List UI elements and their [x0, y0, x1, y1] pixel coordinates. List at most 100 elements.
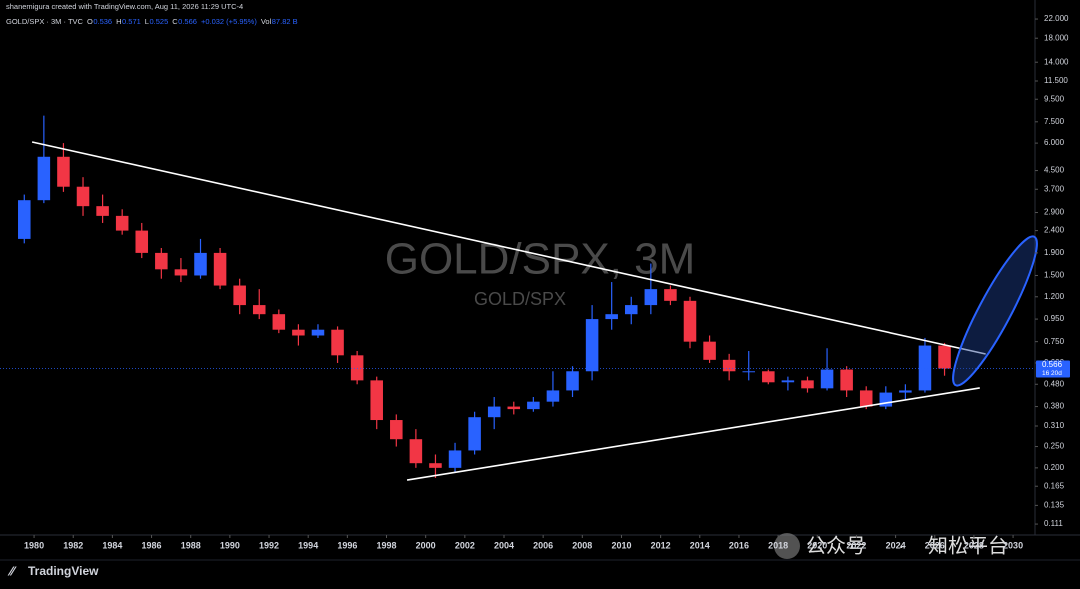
y-tick-label: 1.900 [1044, 248, 1065, 257]
candle-body [194, 252, 207, 276]
candle-body [233, 285, 246, 306]
last-price-label: 0.566 [1042, 360, 1063, 369]
candle-body [507, 406, 521, 410]
overlay-icon [774, 533, 800, 559]
candle-body [840, 369, 853, 391]
y-tick-label: 4.500 [1044, 166, 1065, 175]
y-tick-label: 9.500 [1044, 94, 1065, 103]
x-tick-label: 2020 [807, 540, 827, 550]
brand[interactable]: TradingView [28, 564, 99, 578]
x-tick-label: 1998 [376, 540, 396, 550]
legend-item: 0.566 [178, 17, 197, 26]
y-tick-label: 0.950 [1044, 314, 1065, 323]
candle-body [468, 417, 481, 451]
candle-body [546, 390, 560, 402]
y-tick-label: 2.900 [1044, 208, 1065, 217]
candle-body [331, 329, 344, 356]
candle-body [409, 439, 423, 464]
plot [0, 115, 1035, 481]
y-tick-label: 0.165 [1044, 481, 1065, 490]
highlight-ellipse [952, 235, 1038, 387]
overlay-text: 公众号 [806, 534, 866, 557]
x-tick-label: 2006 [533, 540, 553, 550]
x-tick-label: 1984 [102, 540, 122, 550]
x-tick-label: 2002 [455, 540, 475, 550]
y-tick-label: 0.310 [1044, 421, 1065, 430]
y-tick-label: 0.480 [1044, 379, 1065, 388]
candle-body [742, 371, 756, 373]
candle-body [135, 230, 149, 253]
y-tick-label: 18.000 [1044, 33, 1069, 42]
candle-body [487, 406, 501, 418]
candle-body [115, 215, 129, 231]
candle-body [272, 314, 286, 330]
candle-body [18, 200, 31, 239]
legend-item: +0.032 (+5.95%) [201, 17, 257, 26]
legend-item: 87.82 B [272, 17, 298, 26]
candle-body [57, 156, 70, 187]
countdown-label: 16 20d [1042, 370, 1062, 377]
legend-item: O [87, 17, 93, 26]
x-tick-label: 2026 [925, 540, 945, 550]
candle-body [350, 355, 364, 381]
candle-body [174, 269, 188, 276]
y-tick-label: 0.750 [1044, 337, 1065, 346]
legend-item: 0.525 [149, 17, 168, 26]
candle-body [76, 186, 90, 207]
candle-body [429, 463, 442, 468]
x-tick-label: 1996 [337, 540, 357, 550]
overlay-text: · [898, 535, 905, 557]
trendline [31, 141, 986, 355]
candle-body [311, 329, 325, 336]
y-tick-label: 6.000 [1044, 138, 1065, 147]
candle-body [899, 390, 912, 393]
candle-body [664, 289, 677, 301]
legend-item: H [116, 17, 121, 26]
candle-body [527, 401, 540, 410]
y-tick-label: 0.200 [1044, 463, 1065, 472]
y-tick-label: 0.250 [1044, 442, 1065, 451]
candle-body [781, 380, 795, 383]
logo-mark: ⁄∕ [7, 563, 17, 578]
candle-body [801, 380, 814, 389]
y-tick-label: 2.400 [1044, 226, 1065, 235]
candle-body [605, 314, 618, 320]
x-tick-label: 1986 [142, 540, 162, 550]
x-tick-label: 2012 [651, 540, 671, 550]
y-tick-label: 0.380 [1044, 402, 1065, 411]
watermark-sub: GOLD/SPX [474, 289, 566, 309]
candle-body [390, 420, 403, 440]
legend-item: Vol [261, 17, 272, 26]
x-tick-label: 1980 [24, 540, 44, 550]
legend: GOLD/SPX · 3M · TVC O 0.536 H 0.571 L 0.525 C 0.… [6, 17, 298, 26]
x-tick-label: 1988 [181, 540, 201, 550]
candle-body [762, 371, 775, 383]
legend-item: 0.536 [93, 17, 112, 26]
y-tick-label: 11.500 [1044, 76, 1068, 85]
candle-body [213, 252, 227, 286]
candle-body [938, 345, 951, 369]
candle-body [448, 450, 462, 468]
x-tick-label: 2008 [572, 540, 592, 550]
candle-body [566, 371, 579, 391]
x-tick-label: 2010 [611, 540, 631, 550]
y-tick-label: 3.700 [1044, 184, 1065, 193]
candle-body [292, 329, 305, 336]
x-tick-label: 2016 [729, 540, 749, 550]
x-tick-label: 1994 [298, 540, 318, 550]
trendline [406, 387, 980, 481]
y-tick-label: 0.135 [1044, 500, 1065, 509]
candle-body [918, 345, 932, 391]
x-tick-label: 1990 [220, 540, 240, 550]
y-tick-label: 1.200 [1044, 292, 1065, 301]
candle-body [703, 341, 716, 360]
y-tick-label: 1.500 [1044, 271, 1065, 280]
x-tick-label: 1982 [63, 540, 83, 550]
x-tick-label: 2004 [494, 540, 514, 550]
candle-body [859, 390, 873, 407]
overlay-text: 知松平台 [928, 534, 1008, 557]
x-tick-label: 2000 [416, 540, 436, 550]
candle-body [96, 206, 109, 216]
